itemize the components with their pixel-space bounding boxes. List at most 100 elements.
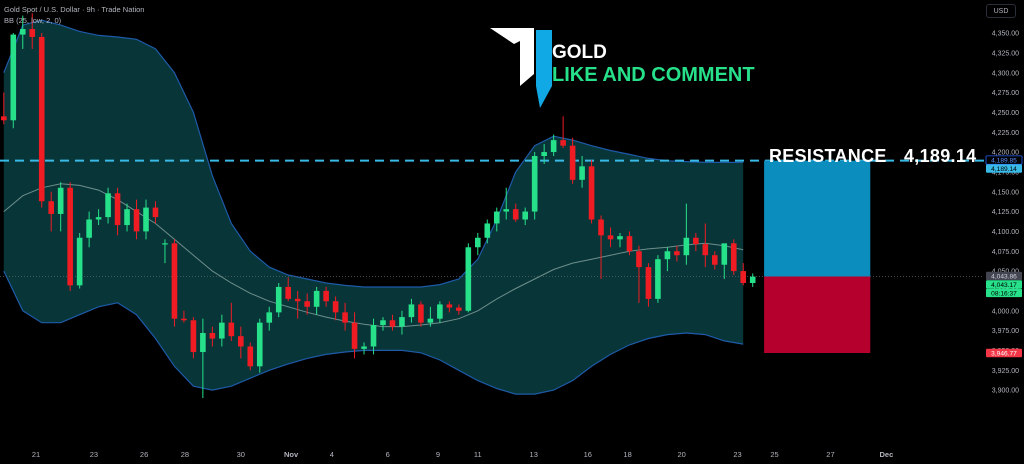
candle xyxy=(522,207,528,226)
candle xyxy=(152,201,159,224)
candle-body xyxy=(143,207,149,232)
candle xyxy=(721,243,728,280)
candle-body xyxy=(304,301,310,307)
candle xyxy=(702,223,709,268)
currency-button[interactable]: USD xyxy=(986,4,1016,18)
price-axis[interactable]: 3,900.003,925.003,950.003,975.004,000.00… xyxy=(984,0,1024,464)
time-tick-label: 23 xyxy=(90,450,98,459)
candle xyxy=(38,33,45,208)
candle-body xyxy=(617,236,623,240)
candle-body xyxy=(266,312,273,323)
candle xyxy=(380,317,386,331)
candle-body xyxy=(380,320,386,326)
price-tag: 4,189.14 xyxy=(986,164,1022,173)
candle-body xyxy=(456,307,462,311)
candle xyxy=(730,239,737,276)
candle xyxy=(598,215,604,280)
price-tag: 3,946.77 xyxy=(986,348,1022,358)
candle xyxy=(10,33,17,129)
candle xyxy=(256,318,263,373)
candle-body xyxy=(67,187,73,286)
candle xyxy=(275,282,282,318)
candle-body xyxy=(749,276,756,283)
candle-body xyxy=(105,193,111,218)
candle-body xyxy=(389,320,396,327)
price-tick-label: 4,350.00 xyxy=(992,31,1019,38)
candle xyxy=(465,243,472,313)
candle-body xyxy=(238,336,244,347)
long-position-tool[interactable] xyxy=(764,160,871,354)
candle xyxy=(361,342,367,355)
candle xyxy=(48,191,54,232)
candle-body xyxy=(598,219,604,236)
price-tag: 4,189.85 xyxy=(985,155,1023,165)
price-tick-label: 4,125.00 xyxy=(992,209,1019,216)
candle-body xyxy=(332,301,339,313)
time-axis[interactable]: 92123262830Nov4691113161820232527Dec xyxy=(0,450,893,459)
candle xyxy=(19,15,26,49)
candle xyxy=(579,156,585,188)
candle xyxy=(427,306,434,327)
candle xyxy=(503,187,510,220)
candle xyxy=(408,298,415,323)
candle-body xyxy=(29,29,36,37)
candle xyxy=(294,290,301,319)
candle xyxy=(57,182,64,232)
price-tag: 4,043.86 xyxy=(986,271,1022,281)
candle-body xyxy=(645,267,652,299)
price-tick-label: 4,175.00 xyxy=(992,169,1019,176)
candle xyxy=(712,251,718,270)
candle xyxy=(740,263,747,286)
band-fill xyxy=(3,20,744,395)
candle-body xyxy=(730,243,737,272)
candle xyxy=(342,302,348,331)
candle xyxy=(209,326,216,347)
time-tick-label: 9 xyxy=(436,450,440,459)
time-tick-label: 4 xyxy=(330,450,334,459)
candle-body xyxy=(399,317,405,327)
candle xyxy=(313,286,320,315)
brand-title: GOLD xyxy=(552,42,607,63)
candle-body xyxy=(550,140,557,153)
price-tick-label: 3,900.00 xyxy=(992,388,1019,395)
price-tick-label: 4,300.00 xyxy=(992,70,1019,77)
candle-body xyxy=(655,259,661,299)
candle xyxy=(200,318,206,399)
candle xyxy=(171,239,178,327)
candle-body xyxy=(114,193,121,226)
target-zone[interactable] xyxy=(764,160,871,277)
candle-body xyxy=(133,209,140,232)
price-tick-label: 4,075.00 xyxy=(992,249,1019,256)
candle xyxy=(484,219,491,244)
candle-body xyxy=(626,236,633,252)
candle xyxy=(560,116,566,149)
time-tick-label: 27 xyxy=(826,450,834,459)
price-tag: 4,043.17 xyxy=(986,280,1022,289)
candle xyxy=(29,13,36,49)
price-tag-bg xyxy=(986,271,1022,281)
time-tick-label: 23 xyxy=(733,450,741,459)
candle-body xyxy=(200,332,206,353)
candle xyxy=(389,314,396,331)
candle-body xyxy=(664,251,671,260)
candle-body xyxy=(427,318,434,323)
candle xyxy=(399,310,405,335)
candle xyxy=(143,199,149,240)
symbol-title: Gold Spot / U.S. Dollar · 9h · Trade Nat… xyxy=(4,5,145,14)
candle-body xyxy=(560,140,566,146)
price-tag-bg xyxy=(986,164,1022,173)
candle-body xyxy=(48,201,54,214)
candle xyxy=(247,342,254,371)
stop-zone[interactable] xyxy=(764,276,871,354)
resistance-label: RESISTANCE xyxy=(769,146,887,166)
indicator-label: BB (25, low, 2, 0) xyxy=(4,16,62,25)
candle xyxy=(693,232,699,252)
price-tags: 4,189.854,189.14 4,043.86 4,043.1708:16:37… xyxy=(985,155,1023,358)
candle-body xyxy=(465,247,472,311)
candle xyxy=(541,144,547,164)
candle-body xyxy=(607,235,614,240)
time-tick-label: 30 xyxy=(237,450,245,459)
candle-body xyxy=(361,346,367,349)
candle-body xyxy=(693,237,699,245)
